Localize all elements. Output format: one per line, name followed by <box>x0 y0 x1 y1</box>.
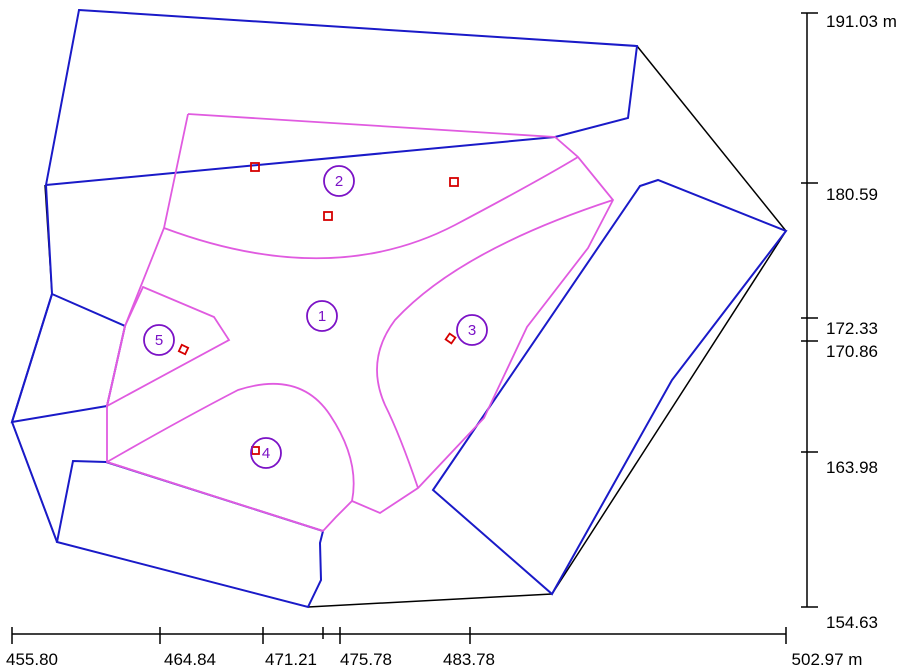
horizontal-tick-label: 475.78 <box>340 650 392 669</box>
vertical-tick-label: 154.63 <box>826 613 878 632</box>
marker-square <box>250 162 260 172</box>
zone-circle-5 <box>143 324 175 356</box>
marker-square <box>251 446 260 455</box>
zone-circle-4 <box>250 437 282 469</box>
zone-label-2: 2 <box>335 173 343 190</box>
horizontal-tick-label: 502.97 m <box>792 650 863 669</box>
marker-square <box>449 177 459 187</box>
horizontal-tick-label: 471.21 <box>265 650 317 669</box>
horizontal-tick-label: 464.84 <box>164 650 216 669</box>
zone-5-divider <box>106 325 126 407</box>
vertical-tick-label: 172.33 <box>826 319 878 338</box>
boundary-segment-bottom <box>307 593 553 608</box>
zone-label-5: 5 <box>155 332 163 349</box>
vertical-tick-label: 180.59 <box>826 185 878 204</box>
horizontal-scale <box>11 627 787 644</box>
zone-circle-2 <box>323 165 355 197</box>
zone-circle-3 <box>456 314 488 346</box>
building-right <box>431 178 788 596</box>
zone-outer-boundary <box>106 113 615 533</box>
zone-4-bottom-edge <box>106 461 324 532</box>
building-left-edge <box>10 184 58 543</box>
building-top <box>44 8 639 187</box>
zone-2-lower-edge <box>163 156 579 260</box>
boundary-segment-right <box>551 230 787 595</box>
markers <box>177 162 459 455</box>
zone-4-upper-edge <box>106 383 355 502</box>
horizontal-tick-label: 455.80 <box>6 650 58 669</box>
zone-label-3: 3 <box>468 322 476 339</box>
site-boundary <box>11 45 787 608</box>
zone-circle-1 <box>306 300 338 332</box>
vertical-tick-label: 191.03 m <box>826 12 897 31</box>
vertical-tick-label: 170.86 <box>826 342 878 361</box>
zones <box>105 113 615 533</box>
vertical-tick-label: 163.98 <box>826 458 878 477</box>
zone-5-outline <box>105 285 231 408</box>
marker-square <box>444 332 457 345</box>
zone-3-inner-edge <box>376 199 614 489</box>
buildings <box>10 8 788 609</box>
marker-square <box>323 211 333 221</box>
horizontal-tick-label: 483.78 <box>443 650 495 669</box>
zone-label-4: 4 <box>262 445 270 462</box>
vertical-scale <box>801 12 818 608</box>
building-bottom-left <box>55 459 325 609</box>
zone-labels <box>143 165 488 469</box>
boundary-segment-top-right <box>636 45 787 232</box>
marker-square <box>177 343 190 356</box>
zone-label-1: 1 <box>318 308 326 325</box>
